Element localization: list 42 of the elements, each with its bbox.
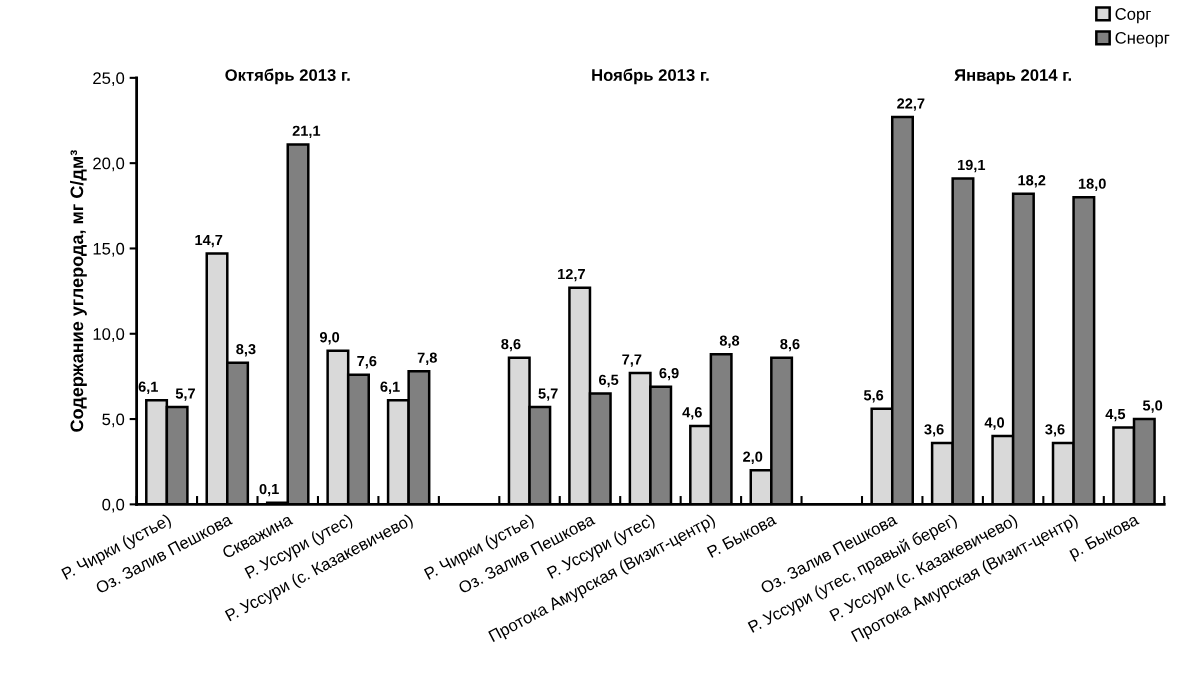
data-label: 5,7	[538, 388, 558, 401]
data-label: 0,1	[259, 483, 279, 497]
data-label: 7,6	[357, 355, 377, 369]
data-label: 18,0	[1078, 178, 1106, 191]
data-label: 8,6	[501, 338, 521, 352]
y-tick-label: 10,0	[93, 328, 125, 342]
data-label: 4,5	[1105, 408, 1126, 422]
data-label: 8,6	[780, 338, 800, 352]
data-label: 8,8	[719, 335, 740, 348]
data-label: 7,8	[417, 352, 437, 365]
y-tick-label: 20,0	[93, 157, 125, 172]
data-label: 22,7	[897, 98, 925, 111]
annotation: Ноябрь 2013 г.	[592, 68, 709, 85]
data-label: 5,7	[175, 388, 195, 401]
data-label: 6,1	[138, 381, 158, 394]
y-tick-label: 0,0	[102, 498, 125, 513]
legend-label: Снеорг	[1115, 32, 1170, 48]
data-label: 2,0	[743, 451, 763, 464]
data-label: 3,6	[1045, 424, 1065, 437]
y-axis-title: Содержание углерода, мг С/дм³	[69, 150, 87, 432]
data-label: 5,0	[1142, 400, 1163, 413]
data-label: 5,6	[863, 390, 884, 403]
data-label: 8,3	[236, 344, 256, 357]
data-label: 6,9	[659, 367, 679, 381]
data-label: 12,7	[558, 268, 585, 282]
data-label: 14,7	[195, 234, 223, 248]
annotation: Октябрь 2013 г.	[225, 68, 350, 85]
data-label: 4,0	[984, 417, 1005, 430]
data-label: 21,1	[292, 125, 321, 139]
data-label: 3,6	[924, 424, 944, 437]
data-label: 6,1	[380, 381, 400, 394]
y-tick-label: 25,0	[93, 72, 125, 87]
annotation: Январь 2014 г.	[954, 69, 1071, 85]
data-label: 7,7	[622, 354, 642, 367]
data-label: 19,1	[958, 159, 986, 173]
data-label: 4,6	[682, 407, 702, 420]
data-label: 6,5	[598, 374, 619, 388]
y-tick-label: 15,0	[93, 242, 125, 257]
legend-label: Сорг	[1115, 8, 1151, 24]
y-tick-label: 5,0	[102, 413, 125, 428]
data-label: 9,0	[319, 332, 340, 345]
data-label: 18,2	[1018, 175, 1046, 188]
